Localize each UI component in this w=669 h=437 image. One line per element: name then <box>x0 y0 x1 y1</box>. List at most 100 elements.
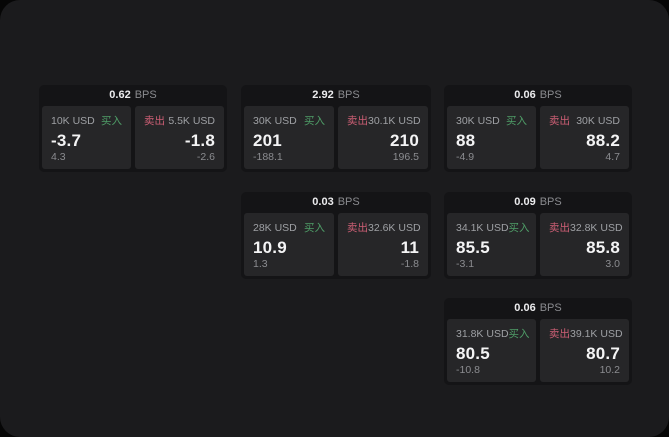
sell-sub-value: 4.7 <box>605 151 620 163</box>
sell-sub-value: -2.6 <box>196 151 215 163</box>
sell-amount: 32.6K USD <box>368 222 421 234</box>
sell-side-label: 卖出 <box>347 115 368 127</box>
buy-side-label: 买入 <box>506 115 527 127</box>
bps-header: 0.06 BPS <box>444 85 632 106</box>
buy-panel[interactable]: 30K USD 买入 201 -188.1 <box>244 106 334 169</box>
sell-amount: 32.8K USD <box>570 222 623 234</box>
bps-header: 0.06 BPS <box>444 298 632 319</box>
sell-side-label: 卖出 <box>549 222 570 234</box>
buy-amount: 34.1K USD <box>456 222 509 234</box>
buy-sub-value: -3.1 <box>456 258 475 270</box>
sell-panel-top: 卖出 30K USD <box>549 113 620 128</box>
buy-amount: 30K USD <box>456 115 500 127</box>
sell-price: 80.7 <box>586 344 620 363</box>
buy-sub-value: -10.8 <box>456 364 480 376</box>
bps-header: 0.62 BPS <box>39 85 227 106</box>
buy-amount: 31.8K USD <box>456 328 509 340</box>
buy-sub-value: 4.3 <box>51 151 66 163</box>
sell-price: 210 <box>390 131 419 150</box>
bps-header: 0.09 BPS <box>444 192 632 213</box>
bps-value: 2.92 <box>312 89 334 101</box>
sell-panel[interactable]: 卖出 30K USD 88.2 4.7 <box>540 106 629 169</box>
sell-amount: 30.1K USD <box>368 115 421 127</box>
sell-price: 11 <box>400 238 419 257</box>
bps-suffix: BPS <box>337 89 360 101</box>
sell-side-label: 卖出 <box>549 115 570 127</box>
sell-panel-top: 卖出 32.8K USD <box>549 220 623 235</box>
bps-suffix: BPS <box>539 89 562 101</box>
quote-panels: 34.1K USD 买入 85.5 -3.1 卖出 32.8K USD 85.8… <box>444 213 632 279</box>
buy-sub-value: -4.9 <box>456 151 475 163</box>
sell-sub-value: 10.2 <box>599 364 620 376</box>
bps-value: 0.09 <box>514 196 536 208</box>
bps-value: 0.06 <box>514 302 536 314</box>
quote-card-6: 0.06 BPS 31.8K USD 买入 80.5 -10.8 卖出 39.1… <box>444 298 632 385</box>
sell-price: -1.8 <box>184 131 215 150</box>
buy-panel-top: 30K USD 买入 <box>456 113 527 128</box>
buy-panel-top: 10K USD 买入 <box>51 113 122 128</box>
quote-panels: 30K USD 买入 88 -4.9 卖出 30K USD 88.2 4.7 <box>444 106 632 172</box>
quote-card-3: 0.06 BPS 30K USD 买入 88 -4.9 卖出 30K USD 8… <box>444 85 632 172</box>
sell-panel[interactable]: 卖出 32.6K USD 11 -1.8 <box>338 213 428 276</box>
buy-side-label: 买入 <box>304 115 325 127</box>
buy-panel-top: 30K USD 买入 <box>253 113 325 128</box>
buy-sub-value: 1.3 <box>253 258 268 270</box>
sell-sub-value: 3.0 <box>605 258 620 270</box>
sell-panel-top: 卖出 30.1K USD <box>347 113 421 128</box>
buy-panel[interactable]: 10K USD 买入 -3.7 4.3 <box>42 106 131 169</box>
quote-panels: 31.8K USD 买入 80.5 -10.8 卖出 39.1K USD 80.… <box>444 319 632 385</box>
sell-amount: 30K USD <box>576 115 620 127</box>
quote-card-5: 0.09 BPS 34.1K USD 买入 85.5 -3.1 卖出 32.8K… <box>444 192 632 279</box>
buy-side-label: 买入 <box>508 222 530 234</box>
buy-price: 85.5 <box>456 238 490 257</box>
buy-side-label: 买入 <box>508 328 530 340</box>
buy-panel-top: 28K USD 买入 <box>253 220 325 235</box>
quote-panels: 10K USD 买入 -3.7 4.3 卖出 5.5K USD -1.8 -2.… <box>39 106 227 172</box>
sell-side-label: 卖出 <box>144 115 165 127</box>
buy-side-label: 买入 <box>101 115 122 127</box>
sell-panel-top: 卖出 39.1K USD <box>549 326 623 341</box>
buy-price: -3.7 <box>51 131 82 150</box>
bps-suffix: BPS <box>539 196 562 208</box>
quote-panels: 30K USD 买入 201 -188.1 卖出 30.1K USD 210 1… <box>241 106 431 172</box>
bps-suffix: BPS <box>539 302 562 314</box>
sell-sub-value: -1.8 <box>400 258 419 270</box>
buy-panel[interactable]: 28K USD 买入 10.9 1.3 <box>244 213 334 276</box>
sell-panel[interactable]: 卖出 39.1K USD 80.7 10.2 <box>540 319 629 382</box>
bps-suffix: BPS <box>134 89 157 101</box>
buy-price: 80.5 <box>456 344 490 363</box>
sell-panel[interactable]: 卖出 30.1K USD 210 196.5 <box>338 106 428 169</box>
bps-header: 0.03 BPS <box>241 192 431 213</box>
buy-panel[interactable]: 31.8K USD 买入 80.5 -10.8 <box>447 319 536 382</box>
buy-panel[interactable]: 34.1K USD 买入 85.5 -3.1 <box>447 213 536 276</box>
buy-price: 10.9 <box>253 238 287 257</box>
buy-amount: 30K USD <box>253 115 297 127</box>
quote-card-2: 2.92 BPS 30K USD 买入 201 -188.1 卖出 30.1K … <box>241 85 431 172</box>
sell-amount: 5.5K USD <box>168 115 215 127</box>
bps-value: 0.03 <box>312 196 334 208</box>
buy-amount: 10K USD <box>51 115 95 127</box>
buy-sub-value: -188.1 <box>253 151 283 163</box>
bps-header: 2.92 BPS <box>241 85 431 106</box>
buy-panel[interactable]: 30K USD 买入 88 -4.9 <box>447 106 536 169</box>
buy-amount: 28K USD <box>253 222 297 234</box>
buy-price: 201 <box>253 131 282 150</box>
bps-suffix: BPS <box>337 196 360 208</box>
sell-panel-top: 卖出 32.6K USD <box>347 220 421 235</box>
sell-amount: 39.1K USD <box>570 328 623 340</box>
quote-panels: 28K USD 买入 10.9 1.3 卖出 32.6K USD 11 -1.8 <box>241 213 431 279</box>
sell-sub-value: 196.5 <box>392 151 419 163</box>
sell-panel[interactable]: 卖出 5.5K USD -1.8 -2.6 <box>135 106 224 169</box>
sell-price: 85.8 <box>586 238 620 257</box>
bps-value: 0.06 <box>514 89 536 101</box>
buy-side-label: 买入 <box>304 222 325 234</box>
sell-price: 88.2 <box>586 131 620 150</box>
sell-side-label: 卖出 <box>549 328 570 340</box>
buy-panel-top: 31.8K USD 买入 <box>456 326 530 341</box>
sell-side-label: 卖出 <box>347 222 368 234</box>
buy-panel-top: 34.1K USD 买入 <box>456 220 530 235</box>
sell-panel[interactable]: 卖出 32.8K USD 85.8 3.0 <box>540 213 629 276</box>
buy-price: 88 <box>456 131 476 150</box>
quote-card-4: 0.03 BPS 28K USD 买入 10.9 1.3 卖出 32.6K US… <box>241 192 431 279</box>
